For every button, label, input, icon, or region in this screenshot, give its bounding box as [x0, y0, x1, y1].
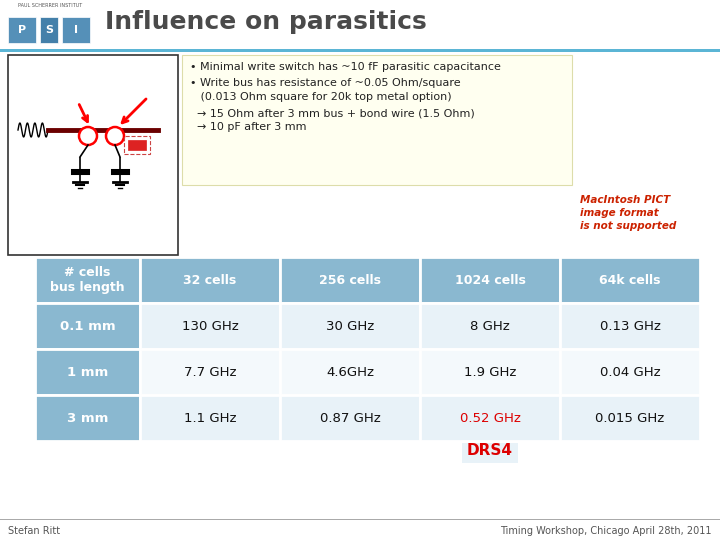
Text: 4.6GHz: 4.6GHz: [326, 366, 374, 379]
Bar: [0, 0, 720, 50]
Text: DRS4: DRS4: [467, 443, 513, 458]
Text: 1024 cells: 1024 cells: [454, 273, 526, 287]
Bar: [35, 303, 140, 349]
Bar: [0, 49, 720, 52]
Bar: [560, 349, 700, 395]
Text: 3 mm: 3 mm: [67, 411, 108, 424]
Text: 64k cells: 64k cells: [599, 273, 661, 287]
Text: 30 GHz: 30 GHz: [326, 320, 374, 333]
Bar: [8, 17, 36, 43]
Bar: [420, 257, 560, 303]
Text: S: S: [45, 25, 53, 35]
Bar: [420, 349, 560, 395]
Text: 32 cells: 32 cells: [184, 273, 237, 287]
Bar: [0, 518, 720, 540]
Bar: [140, 257, 280, 303]
Text: MacIntosh PICT: MacIntosh PICT: [580, 195, 670, 205]
Bar: [8, 55, 178, 255]
Text: 1.9 GHz: 1.9 GHz: [464, 366, 516, 379]
Bar: [128, 140, 146, 150]
Bar: [462, 443, 518, 463]
Bar: [124, 136, 150, 154]
Text: → 10 pF after 3 mm: → 10 pF after 3 mm: [190, 122, 307, 132]
Bar: [35, 257, 140, 303]
Text: 1 mm: 1 mm: [67, 366, 108, 379]
Text: → 15 Ohm after 3 mm bus + bond wire (1.5 Ohm): → 15 Ohm after 3 mm bus + bond wire (1.5…: [190, 108, 474, 118]
Bar: [280, 257, 420, 303]
Bar: [182, 55, 572, 185]
Bar: [420, 303, 560, 349]
Text: (0.013 Ohm square for 20k top metal option): (0.013 Ohm square for 20k top metal opti…: [190, 92, 451, 102]
Bar: [62, 17, 90, 43]
Circle shape: [79, 127, 97, 145]
Text: 1.1 GHz: 1.1 GHz: [184, 411, 236, 424]
Bar: [140, 303, 280, 349]
Text: Timing Workshop, Chicago April 28th, 2011: Timing Workshop, Chicago April 28th, 201…: [500, 526, 712, 536]
Bar: [420, 395, 560, 441]
Bar: [560, 257, 700, 303]
Bar: [560, 395, 700, 441]
Text: 0.015 GHz: 0.015 GHz: [595, 411, 665, 424]
Text: P: P: [18, 25, 26, 35]
Bar: [140, 395, 280, 441]
Text: 256 cells: 256 cells: [319, 273, 381, 287]
Text: 0.1 mm: 0.1 mm: [60, 320, 115, 333]
Text: 0.87 GHz: 0.87 GHz: [320, 411, 380, 424]
Text: PAUL SCHERRER INSTITUT: PAUL SCHERRER INSTITUT: [18, 3, 82, 8]
Text: is not supported: is not supported: [580, 221, 676, 231]
Bar: [0, 519, 720, 520]
Bar: [140, 349, 280, 395]
Text: 0.04 GHz: 0.04 GHz: [600, 366, 660, 379]
Bar: [35, 349, 140, 395]
Text: • Minimal write switch has ~10 fF parasitic capacitance: • Minimal write switch has ~10 fF parasi…: [190, 62, 501, 72]
Bar: [280, 349, 420, 395]
Text: I: I: [74, 25, 78, 35]
Bar: [280, 303, 420, 349]
Bar: [40, 17, 58, 43]
Text: Influence on parasitics: Influence on parasitics: [105, 10, 427, 34]
Text: 0.52 GHz: 0.52 GHz: [459, 411, 521, 424]
Text: 130 GHz: 130 GHz: [181, 320, 238, 333]
Text: • Write bus has resistance of ~0.05 Ohm/square: • Write bus has resistance of ~0.05 Ohm/…: [190, 78, 461, 88]
Text: # cells
bus length: # cells bus length: [50, 266, 125, 294]
Text: 8 GHz: 8 GHz: [470, 320, 510, 333]
Text: image format: image format: [580, 208, 659, 218]
Bar: [35, 395, 140, 441]
Circle shape: [106, 127, 124, 145]
Bar: [280, 395, 420, 441]
Bar: [560, 303, 700, 349]
Text: 0.13 GHz: 0.13 GHz: [600, 320, 660, 333]
Text: 7.7 GHz: 7.7 GHz: [184, 366, 236, 379]
Text: Stefan Ritt: Stefan Ritt: [8, 526, 60, 536]
